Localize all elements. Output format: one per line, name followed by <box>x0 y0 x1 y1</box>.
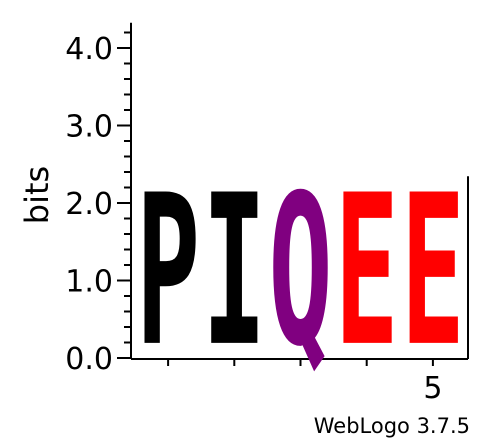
logo-letter-i: I <box>202 150 266 392</box>
logo-letter-p: P <box>136 150 200 392</box>
y-tick-label: 3.0 <box>65 110 113 145</box>
x-axis: 5 <box>131 176 469 406</box>
y-tick-label: 0.0 <box>65 342 113 377</box>
logo-letter-e: E <box>401 150 465 392</box>
weblogo-credit: WebLogo 3.7.5 <box>314 414 470 438</box>
logo-letter-q: Q <box>269 150 333 392</box>
y-tick-label: 2.0 <box>65 187 113 222</box>
y-tick-label: 4.0 <box>65 32 113 67</box>
y-axis-label: bits <box>18 166 56 224</box>
x-tick-label: 5 <box>423 371 442 406</box>
logo-letter-e: E <box>335 150 399 392</box>
y-axis: 0.0 1.0 2.0 3.0 4.0 <box>65 22 132 377</box>
y-tick-label: 1.0 <box>65 265 113 300</box>
